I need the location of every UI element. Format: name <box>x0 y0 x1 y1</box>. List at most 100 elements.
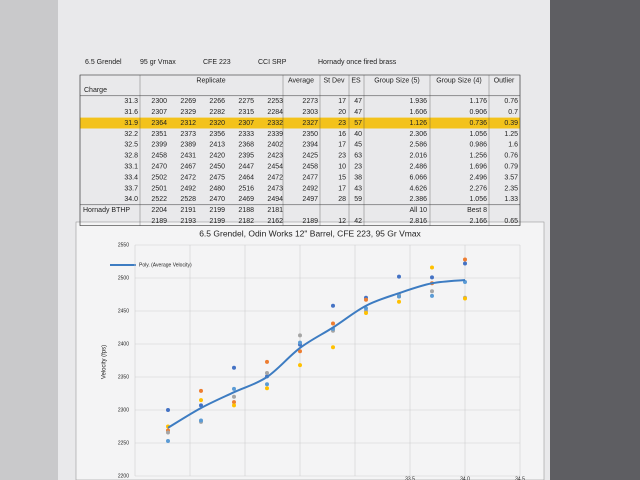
table-cell: 59 <box>354 196 362 203</box>
data-point <box>298 340 302 345</box>
table-cell: 2.276 <box>469 185 487 192</box>
table-cell: 2425 <box>302 153 318 160</box>
data-point <box>298 333 302 338</box>
x-tick-label: 34.5 <box>515 476 525 480</box>
table-cell: 2458 <box>151 153 167 160</box>
table-cell: 1.256 <box>469 153 487 160</box>
row-label: 34.0 <box>124 196 138 203</box>
chart-frame <box>75 221 545 480</box>
table-cell: 2472 <box>267 174 283 181</box>
table-cell: 2516 <box>238 185 254 192</box>
table-cell: 2.586 <box>409 142 427 149</box>
data-point <box>463 296 467 301</box>
table-cell: 0.76 <box>504 153 518 160</box>
table-cell: 1.936 <box>409 98 427 105</box>
table-cell: Best 8 <box>467 207 487 214</box>
table-cell: 2204 <box>151 207 167 214</box>
data-point <box>430 275 434 280</box>
table-cell: 45 <box>354 142 362 149</box>
table-cell: 0.986 <box>469 142 487 149</box>
table-cell: 1.056 <box>469 131 487 138</box>
table-cell: 2.016 <box>409 153 427 160</box>
row-label: 31.6 <box>124 109 138 116</box>
y-tick-label: 2300 <box>118 407 129 413</box>
table-cell: 0.906 <box>469 109 487 116</box>
table-cell: 2320 <box>209 120 225 127</box>
table-cell: 10 <box>338 163 346 170</box>
table-cell: 47 <box>354 98 362 105</box>
table-cell: 2.386 <box>409 196 427 203</box>
table-cell: 2350 <box>302 131 318 138</box>
table-cell: 2458 <box>302 163 318 170</box>
header-item: 6.5 Grendel <box>85 59 122 66</box>
chart-title: 6.5 Grendel, Odin Works 12" Barrel, CFE … <box>199 228 421 238</box>
column-header: Replicate <box>196 77 225 84</box>
data-point <box>397 274 401 279</box>
table-cell: 2454 <box>267 163 283 170</box>
table-cell: 23 <box>354 163 362 170</box>
data-point <box>166 408 170 412</box>
table-cell: 2395 <box>238 153 254 160</box>
table-cell: 2282 <box>209 109 225 116</box>
data-point <box>298 349 302 354</box>
table-cell: 2464 <box>238 174 254 181</box>
data-point <box>331 303 335 308</box>
table-cell: 1.33 <box>504 196 518 203</box>
row-label: 32.8 <box>124 153 138 160</box>
table-cell: 2402 <box>267 142 283 149</box>
table-cell: 38 <box>354 174 362 181</box>
table-cell: 3.57 <box>504 174 518 181</box>
table-cell: 17 <box>338 142 346 149</box>
data-point <box>364 297 368 302</box>
table-cell: 2413 <box>209 142 225 149</box>
data-point <box>430 293 434 298</box>
table-cell: 2199 <box>209 207 225 214</box>
table-cell: 2399 <box>151 142 167 149</box>
y-tick-label: 2500 <box>118 275 129 281</box>
column-header: Group Size (4) <box>436 77 482 84</box>
table-cell: 2189 <box>151 218 167 225</box>
data-point <box>199 418 203 423</box>
table-cell: 2502 <box>151 174 167 181</box>
data-point <box>232 365 236 370</box>
table-cell: 0.79 <box>504 163 518 170</box>
table-cell: 1.176 <box>469 98 487 105</box>
table-cell: 2368 <box>238 142 254 149</box>
table-cell: 40 <box>354 131 362 138</box>
table-cell: 2.166 <box>469 218 487 225</box>
data-point <box>232 394 236 399</box>
table-cell: 2284 <box>267 109 283 116</box>
table-cell: 2303 <box>302 109 318 116</box>
table-cell: 0.736 <box>469 120 487 127</box>
column-header: Charge <box>84 87 107 94</box>
data-point <box>265 359 269 364</box>
table-cell: 17 <box>338 98 346 105</box>
table-cell: 0.7 <box>508 109 518 116</box>
table-cell: 2494 <box>267 196 283 203</box>
table-cell: 2266 <box>209 98 225 105</box>
table-cell: 2333 <box>238 131 254 138</box>
table-cell: 2475 <box>209 174 225 181</box>
table-cell: 2.496 <box>469 174 487 181</box>
x-tick-label: 33.5 <box>405 476 415 480</box>
data-point <box>430 289 434 294</box>
table-cell: 2431 <box>180 153 196 160</box>
column-header: Average <box>288 77 314 84</box>
data-point <box>331 321 335 326</box>
table-cell: 2339 <box>267 131 283 138</box>
table-cell: 2467 <box>180 163 196 170</box>
table-cell: 0.39 <box>504 120 518 127</box>
table-cell: 2275 <box>238 98 254 105</box>
table-cell: 2501 <box>151 185 167 192</box>
table-cell: 2423 <box>267 153 283 160</box>
table-cell: 2332 <box>267 120 283 127</box>
table-cell: 2447 <box>238 163 254 170</box>
table-cell: 57 <box>354 120 362 127</box>
table-cell: 20 <box>338 109 346 116</box>
table-cell: All 10 <box>409 207 427 214</box>
table-cell: 2199 <box>209 218 225 225</box>
trend-line <box>167 278 466 429</box>
data-point <box>265 382 269 387</box>
table-cell: 0.76 <box>504 98 518 105</box>
